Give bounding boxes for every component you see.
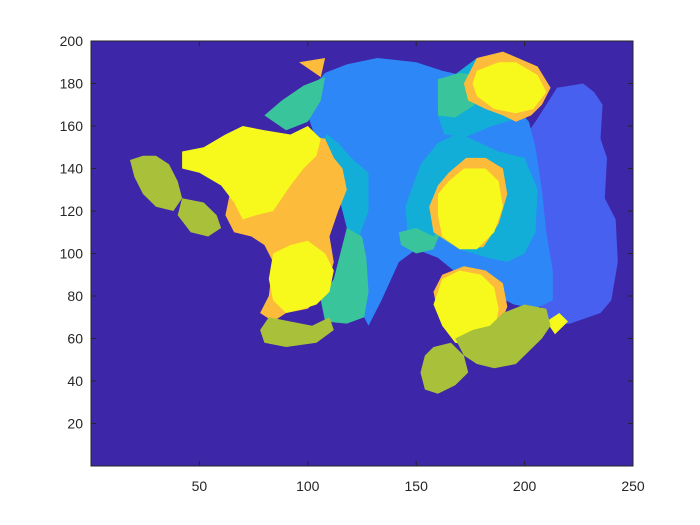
region-yellow-northeast xyxy=(472,62,547,114)
y-tick-label: 200 xyxy=(60,33,84,49)
region-olive-south xyxy=(260,317,334,347)
x-tick-label: 150 xyxy=(405,478,429,494)
y-tick-label: 100 xyxy=(60,246,84,262)
region-yellow-central xyxy=(437,168,503,250)
region-orange-north-ring xyxy=(299,58,326,78)
region-olive-west-2 xyxy=(177,198,222,237)
region-yellow-east-tip xyxy=(546,313,568,335)
axes-box xyxy=(90,40,634,467)
y-tick-label: 20 xyxy=(67,416,83,432)
x-tick-label: 50 xyxy=(192,478,208,494)
region-teal-south xyxy=(320,228,369,324)
x-tick-label: 100 xyxy=(296,478,320,494)
region-olive-southeast xyxy=(455,304,551,369)
region-teal-central xyxy=(398,228,443,254)
y-tick-label: 140 xyxy=(60,161,84,177)
y-tick-label: 40 xyxy=(67,373,83,389)
y-tick-label: 120 xyxy=(60,203,84,219)
y-tick-label: 180 xyxy=(60,76,84,92)
tick-labels-layer: 50 100 150 200 250 20 40 60 80 100 120 140 160 180 200 xyxy=(60,33,645,494)
y-tick-label: 160 xyxy=(60,118,84,134)
x-tick-label: 200 xyxy=(513,478,537,494)
region-yellow-west xyxy=(182,126,321,220)
region-teal-north xyxy=(264,77,326,131)
y-tick-label: 60 xyxy=(67,331,83,347)
region-olive-west xyxy=(130,155,183,211)
region-yellow-southwest xyxy=(268,240,334,313)
region-olive-south-blob xyxy=(420,342,469,394)
regions-layer xyxy=(130,51,618,394)
x-tick-label: 250 xyxy=(621,478,645,494)
y-tick-label: 80 xyxy=(67,288,83,304)
